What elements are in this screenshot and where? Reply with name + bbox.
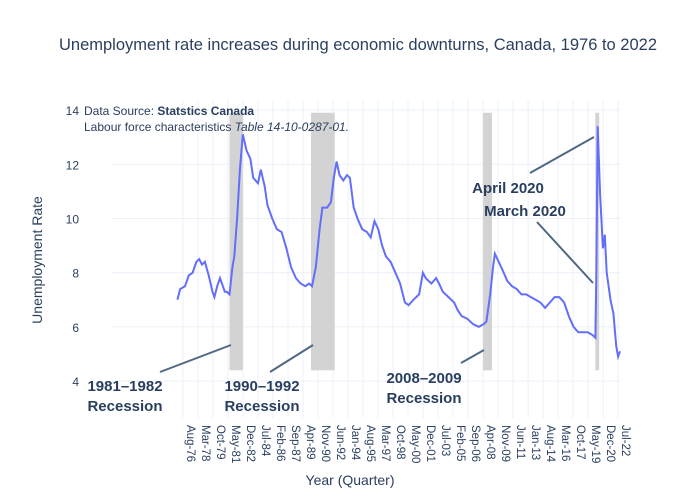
x-tick-label: Mar-97 [379, 425, 391, 461]
x-tick-label: May-00 [409, 425, 421, 463]
y-tick-label: 6 [72, 321, 79, 335]
x-tick-label: Sep-06 [469, 425, 481, 462]
source-line1: Data Source: Statstics Canada [84, 104, 254, 118]
x-tick-label: Jun-11 [514, 425, 526, 459]
recession-label: 1981–1982 [87, 378, 162, 395]
x-tick-label: Dec-20 [604, 425, 616, 462]
source-line2: Labour force characteristics Table 14-10… [84, 120, 349, 134]
x-tick-label: May-19 [589, 425, 601, 463]
x-tick-label: Jun-92 [334, 425, 346, 460]
recession-arrow [269, 344, 314, 373]
y-axis-title: Unemployment Rate [29, 196, 45, 324]
x-tick-label: Nov-90 [319, 425, 331, 462]
x-tick-label: Nov-09 [499, 425, 511, 462]
x-tick-label: Jan-94 [349, 425, 361, 461]
x-tick-label: Apr-08 [484, 425, 496, 460]
y-tick-label: 12 [66, 158, 80, 172]
x-tick-label: Jul-03 [439, 425, 451, 456]
x-tick-label: Dec-82 [244, 425, 256, 462]
recession-label: 1990–1992 [224, 378, 299, 395]
recession-arrow [460, 349, 485, 364]
x-tick-label: Jan-13 [529, 425, 541, 460]
y-tick-label: 14 [66, 104, 80, 118]
april-2020-label: April 2020 [472, 180, 544, 197]
x-tick-label: Feb-05 [454, 425, 466, 461]
x-tick-label: Aug-76 [184, 425, 196, 462]
april-2020-arrow [529, 136, 595, 174]
recession-label: Recession [87, 398, 162, 415]
x-tick-label: Jul-22 [619, 425, 631, 456]
recession-label: Recession [386, 390, 461, 407]
chart-title: Unemployment rate increases during econo… [59, 36, 657, 54]
x-tick-label: Mar-78 [199, 425, 211, 461]
y-tick-label: 4 [72, 375, 79, 389]
recession-label: 2008–2009 [386, 370, 461, 387]
y-tick-label: 8 [72, 267, 79, 281]
recession-arrow [159, 344, 232, 373]
x-tick-label: Oct-17 [574, 425, 586, 460]
x-tick-label: Oct-98 [394, 425, 406, 460]
x-tick-label: Aug-95 [364, 425, 376, 462]
y-tick-label: 10 [66, 212, 80, 226]
x-tick-label: Oct-79 [214, 425, 226, 460]
x-tick-label: Jul-84 [259, 425, 271, 457]
x-tick-label: Mar-16 [559, 425, 571, 461]
x-tick-label: Feb-86 [274, 425, 286, 461]
x-axis-title: Year (Quarter) [306, 472, 395, 488]
x-tick-label: Dec-01 [424, 425, 436, 462]
x-tick-label: May-81 [229, 425, 241, 463]
x-tick-label: Aug-14 [544, 425, 556, 463]
recession-shade [311, 112, 335, 371]
x-tick-label: Apr-89 [304, 425, 316, 460]
recession-label: Recession [224, 398, 299, 415]
x-tick-label: Sep-87 [289, 425, 301, 462]
march-2020-arrow [536, 221, 594, 284]
recession-shade [483, 112, 493, 371]
unemployment-line [176, 126, 621, 361]
march-2020-label: March 2020 [484, 203, 566, 220]
